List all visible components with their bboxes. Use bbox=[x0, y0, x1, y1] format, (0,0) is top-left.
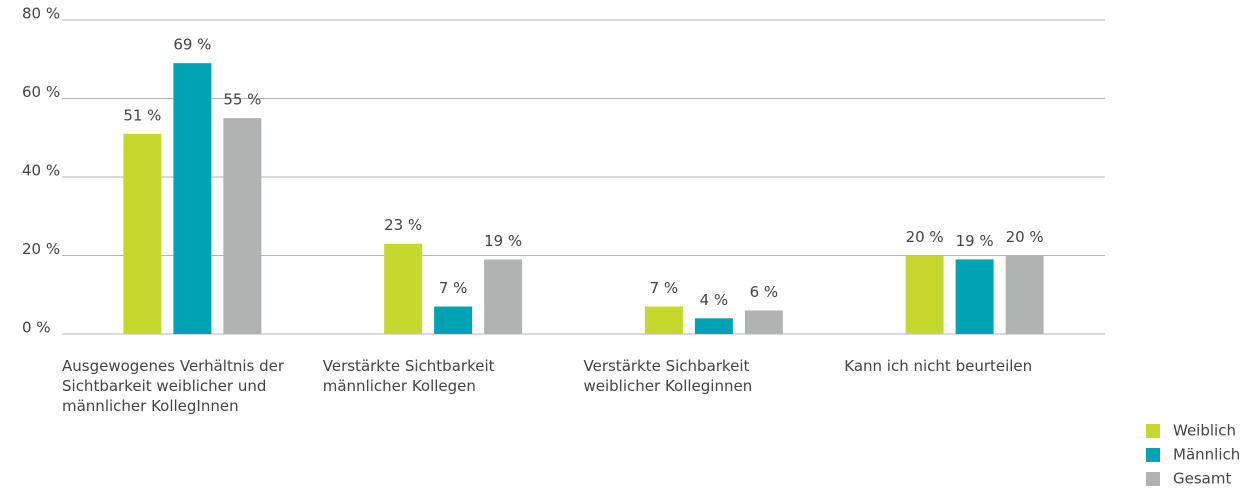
bar bbox=[955, 259, 994, 334]
bar bbox=[434, 306, 473, 334]
legend-swatch bbox=[1146, 424, 1160, 438]
bar bbox=[744, 310, 783, 334]
x-tick-label: Verstärkte Sichtbarkeit männlicher Kolle… bbox=[322, 357, 495, 395]
bar bbox=[1005, 255, 1044, 334]
legend-swatch bbox=[1146, 448, 1160, 462]
value-label: 7 % bbox=[439, 279, 468, 297]
y-tick-label: 40 % bbox=[22, 162, 60, 180]
x-tick-label: Ausgewogenes Verhältnis der Sichtbarkeit… bbox=[62, 357, 284, 415]
value-label: 69 % bbox=[173, 36, 211, 54]
y-tick-label: 80 % bbox=[22, 5, 60, 23]
bar bbox=[123, 133, 162, 334]
bar bbox=[173, 63, 212, 335]
value-label: 19 % bbox=[956, 232, 994, 250]
bar bbox=[484, 259, 523, 334]
value-label: 7 % bbox=[650, 279, 679, 297]
value-label: 55 % bbox=[223, 91, 261, 109]
bar bbox=[905, 255, 944, 334]
value-label: 19 % bbox=[484, 232, 522, 250]
y-tick-label: 20 % bbox=[22, 240, 60, 258]
bar bbox=[223, 118, 262, 334]
value-label: 51 % bbox=[123, 106, 161, 124]
value-label: 6 % bbox=[750, 283, 779, 301]
value-label: 4 % bbox=[700, 291, 729, 309]
bar bbox=[694, 318, 733, 334]
legend-swatch bbox=[1146, 472, 1160, 486]
y-tick-label: 60 % bbox=[22, 83, 60, 101]
bar bbox=[384, 243, 423, 334]
value-label: 20 % bbox=[906, 228, 944, 246]
bar bbox=[644, 306, 683, 334]
legend-label: Gesamt bbox=[1173, 470, 1231, 488]
legend-label: Männlich bbox=[1173, 446, 1240, 464]
value-label: 20 % bbox=[1006, 228, 1044, 246]
x-tick-label: Verstärkte Sichbarkeit weiblicher Kolleg… bbox=[583, 357, 753, 395]
y-tick-label: 0 % bbox=[22, 319, 51, 337]
value-label: 23 % bbox=[384, 216, 422, 234]
legend-label: Weiblich bbox=[1173, 422, 1236, 440]
x-tick-label: Kann ich nicht beurteilen bbox=[844, 357, 1033, 375]
